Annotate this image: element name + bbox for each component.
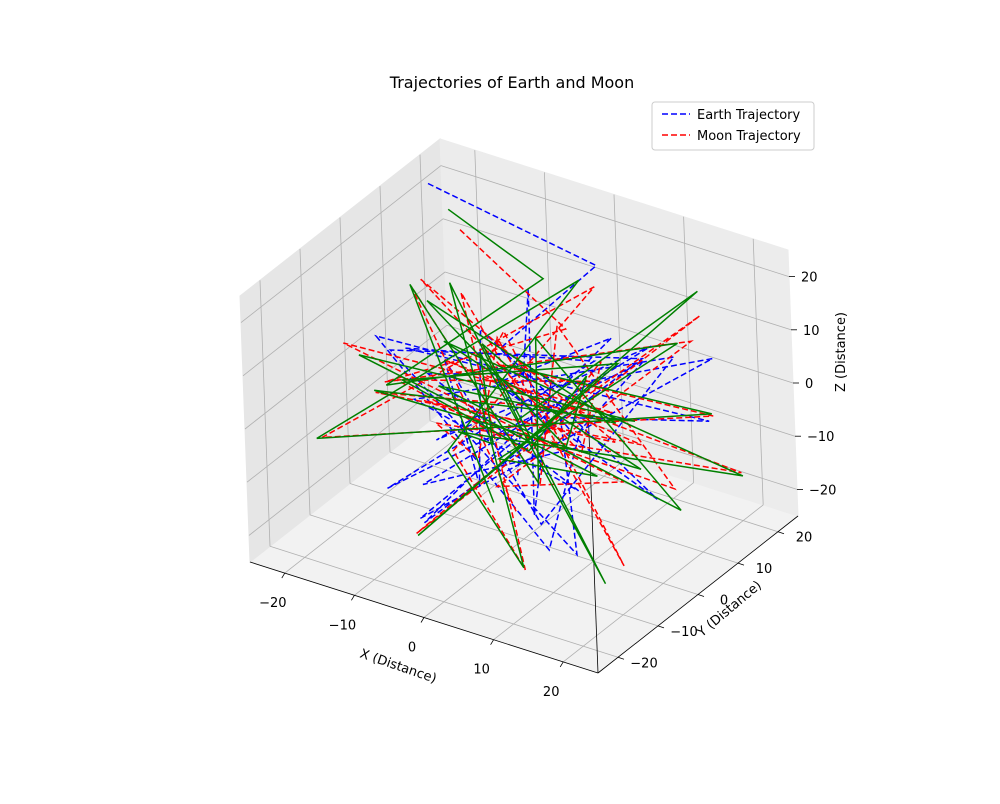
z-tick-label: −20 bbox=[809, 483, 836, 498]
gridline-z-back bbox=[440, 165, 790, 277]
series-line-1 bbox=[374, 182, 713, 557]
data-series bbox=[316, 182, 744, 585]
gridline-z-left bbox=[242, 218, 444, 377]
x-tick-label: 20 bbox=[543, 685, 560, 700]
legend-label-earth: Earth Trajectory bbox=[697, 108, 800, 123]
y-tick bbox=[777, 531, 785, 535]
y-tick-label: −10 bbox=[670, 625, 697, 640]
legend: Earth Trajectory Moon Trajectory bbox=[651, 101, 815, 151]
y-tick-label: −20 bbox=[630, 656, 657, 671]
x-tick-label: −20 bbox=[259, 596, 286, 611]
x-tick-label: 10 bbox=[473, 663, 490, 678]
gridline-x-back bbox=[683, 216, 694, 483]
x-tick bbox=[559, 661, 564, 668]
y-tick-label: 0 bbox=[720, 594, 728, 609]
x-tick-label: 0 bbox=[408, 641, 416, 656]
axes: −20 −20 −20 −10 −10 −10 0 0 0 10 10 10 20 20 20 bbox=[249, 271, 836, 700]
y-tick bbox=[657, 625, 665, 629]
y-tick bbox=[697, 594, 705, 597]
x-tick-label: −10 bbox=[329, 618, 356, 633]
z-tick-label: 20 bbox=[801, 271, 818, 286]
gridline-x-back bbox=[752, 238, 764, 505]
x-tick bbox=[420, 617, 425, 623]
gridlines bbox=[240, 150, 798, 663]
legend-box bbox=[651, 101, 815, 151]
series-line-2 bbox=[321, 229, 742, 571]
y-tick-label: 10 bbox=[756, 562, 773, 577]
gridline-y-left bbox=[379, 186, 391, 453]
x-tick bbox=[490, 639, 494, 645]
z-axis-label: Z (Distance) bbox=[834, 312, 849, 392]
z-tick-label: 10 bbox=[803, 324, 820, 339]
x-tick bbox=[281, 572, 286, 579]
y-tick-label: 20 bbox=[796, 531, 813, 546]
gridline-z-back bbox=[444, 271, 794, 384]
gridline-z-left bbox=[244, 271, 446, 430]
z-tick-label: −10 bbox=[807, 430, 834, 445]
legend-label-moon: Moon Trajectory bbox=[697, 129, 801, 144]
gridline-y-left bbox=[419, 154, 431, 421]
gridline-z-left bbox=[240, 165, 442, 323]
y-tick bbox=[737, 562, 745, 566]
axis-panes bbox=[239, 138, 800, 674]
series-line-3 bbox=[316, 208, 744, 585]
gridline-y-floor bbox=[429, 420, 779, 533]
y-tick bbox=[617, 656, 625, 660]
gridline-z-back bbox=[442, 218, 792, 331]
x-tick bbox=[351, 595, 355, 601]
gridline-y-floor bbox=[349, 483, 699, 595]
z-tick-label: 0 bbox=[805, 377, 813, 392]
chart-title: Trajectories of Earth and Moon bbox=[389, 73, 634, 92]
x-axis-label: X (Distance) bbox=[358, 647, 439, 687]
